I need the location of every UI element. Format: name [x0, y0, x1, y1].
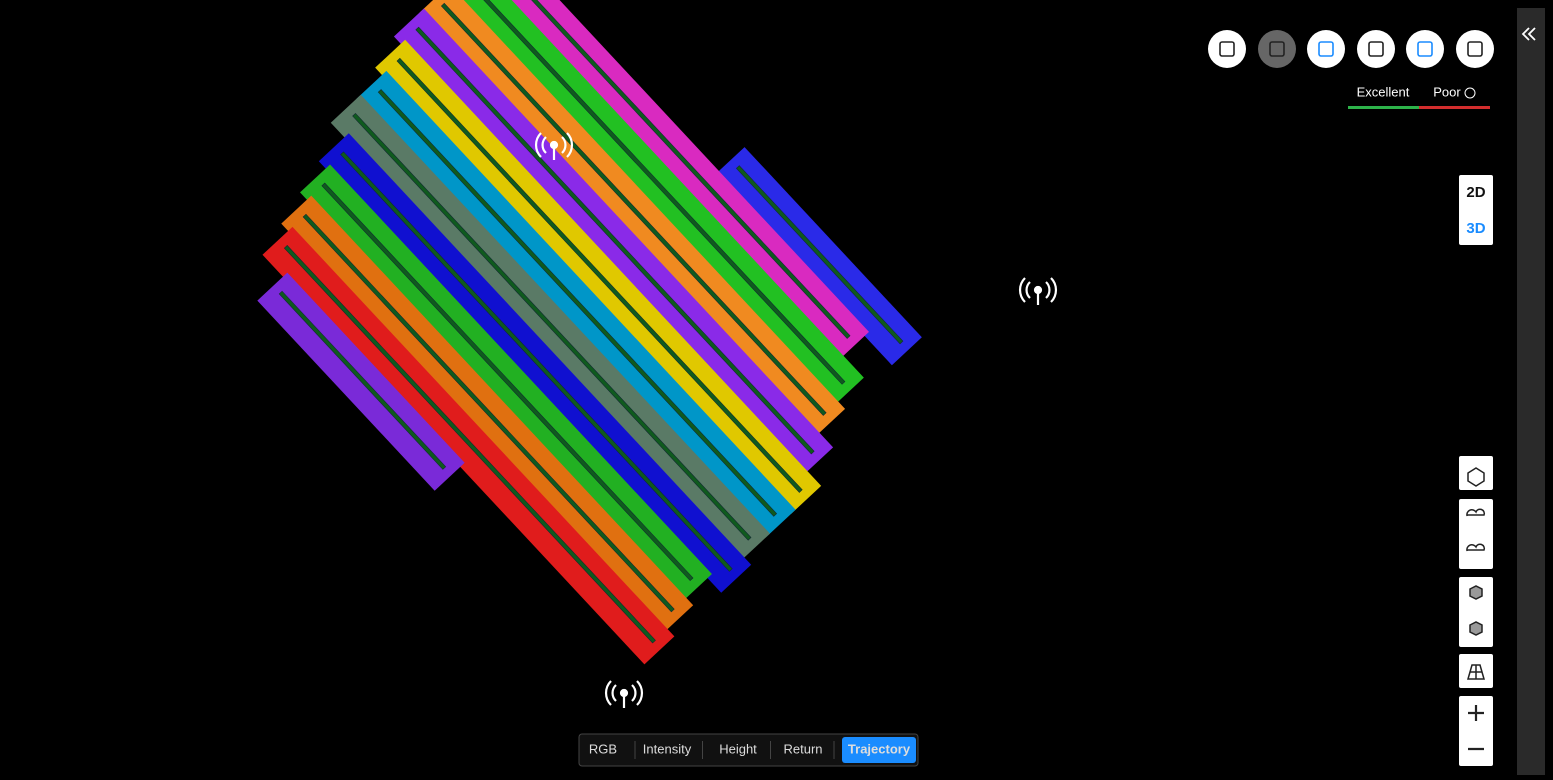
tab[interactable]: RGB	[589, 741, 617, 756]
antenna	[1018, 277, 1058, 305]
tool-button[interactable]	[1208, 30, 1246, 68]
legend-bar-bad	[1419, 106, 1490, 109]
trajectory-line	[340, 151, 733, 572]
tool-button[interactable]	[1258, 30, 1296, 68]
point-cloud	[257, 0, 922, 665]
collapse-button[interactable]	[1521, 27, 1536, 41]
tool-icon	[1219, 41, 1235, 57]
trajectory-line	[736, 165, 904, 345]
view-3d[interactable]: 3D	[1466, 220, 1485, 237]
rotate-button[interactable]	[1459, 456, 1493, 490]
view-switch	[1459, 175, 1493, 245]
legend-bar-good	[1348, 106, 1419, 109]
tool-button[interactable]	[1307, 30, 1345, 68]
zoom-buttons[interactable]	[1459, 696, 1493, 766]
trajectory-line	[505, 0, 851, 339]
tab[interactable]: Height	[719, 741, 757, 756]
tool-icon	[1467, 41, 1483, 57]
toolbar	[1208, 30, 1494, 68]
trajectory-line	[352, 112, 752, 541]
button-icons	[1466, 467, 1486, 751]
tool-icon	[1269, 41, 1285, 57]
trajectory-line	[321, 182, 694, 582]
cloud-buttons[interactable]	[1459, 499, 1493, 569]
trajectory-line	[473, 0, 846, 385]
antenna	[534, 132, 574, 160]
antenna	[604, 680, 644, 708]
tool-button[interactable]	[1406, 30, 1444, 68]
tab[interactable]: Trajectory	[848, 741, 911, 756]
active-tab	[842, 737, 916, 763]
tool-icon	[1368, 41, 1384, 57]
trajectory-line	[278, 290, 447, 470]
tool-icon	[1318, 41, 1334, 57]
view-2d[interactable]: 2D	[1466, 184, 1485, 201]
tab[interactable]: Return	[783, 741, 822, 756]
trajectory-line	[415, 26, 815, 455]
tool-icon	[1417, 41, 1433, 57]
antennas	[534, 132, 1058, 708]
tab[interactable]: Intensity	[643, 741, 692, 756]
tool-button[interactable]	[1456, 30, 1494, 68]
tool-button[interactable]	[1357, 30, 1395, 68]
side-panel	[1517, 8, 1545, 775]
tabs: RGB Intensity Height Return Trajectory	[589, 741, 911, 759]
info-icon[interactable]	[1464, 87, 1476, 99]
tab-bar	[578, 733, 919, 767]
trajectory-line	[302, 213, 675, 613]
legend-good: Excellent	[1357, 84, 1410, 99]
trajectory-line	[396, 57, 803, 493]
trajectory-line	[377, 89, 778, 517]
trajectory-line	[440, 2, 827, 416]
cube-buttons[interactable]	[1459, 577, 1493, 647]
trajectory-line	[283, 245, 656, 644]
legend-bad: Poor	[1433, 84, 1461, 99]
